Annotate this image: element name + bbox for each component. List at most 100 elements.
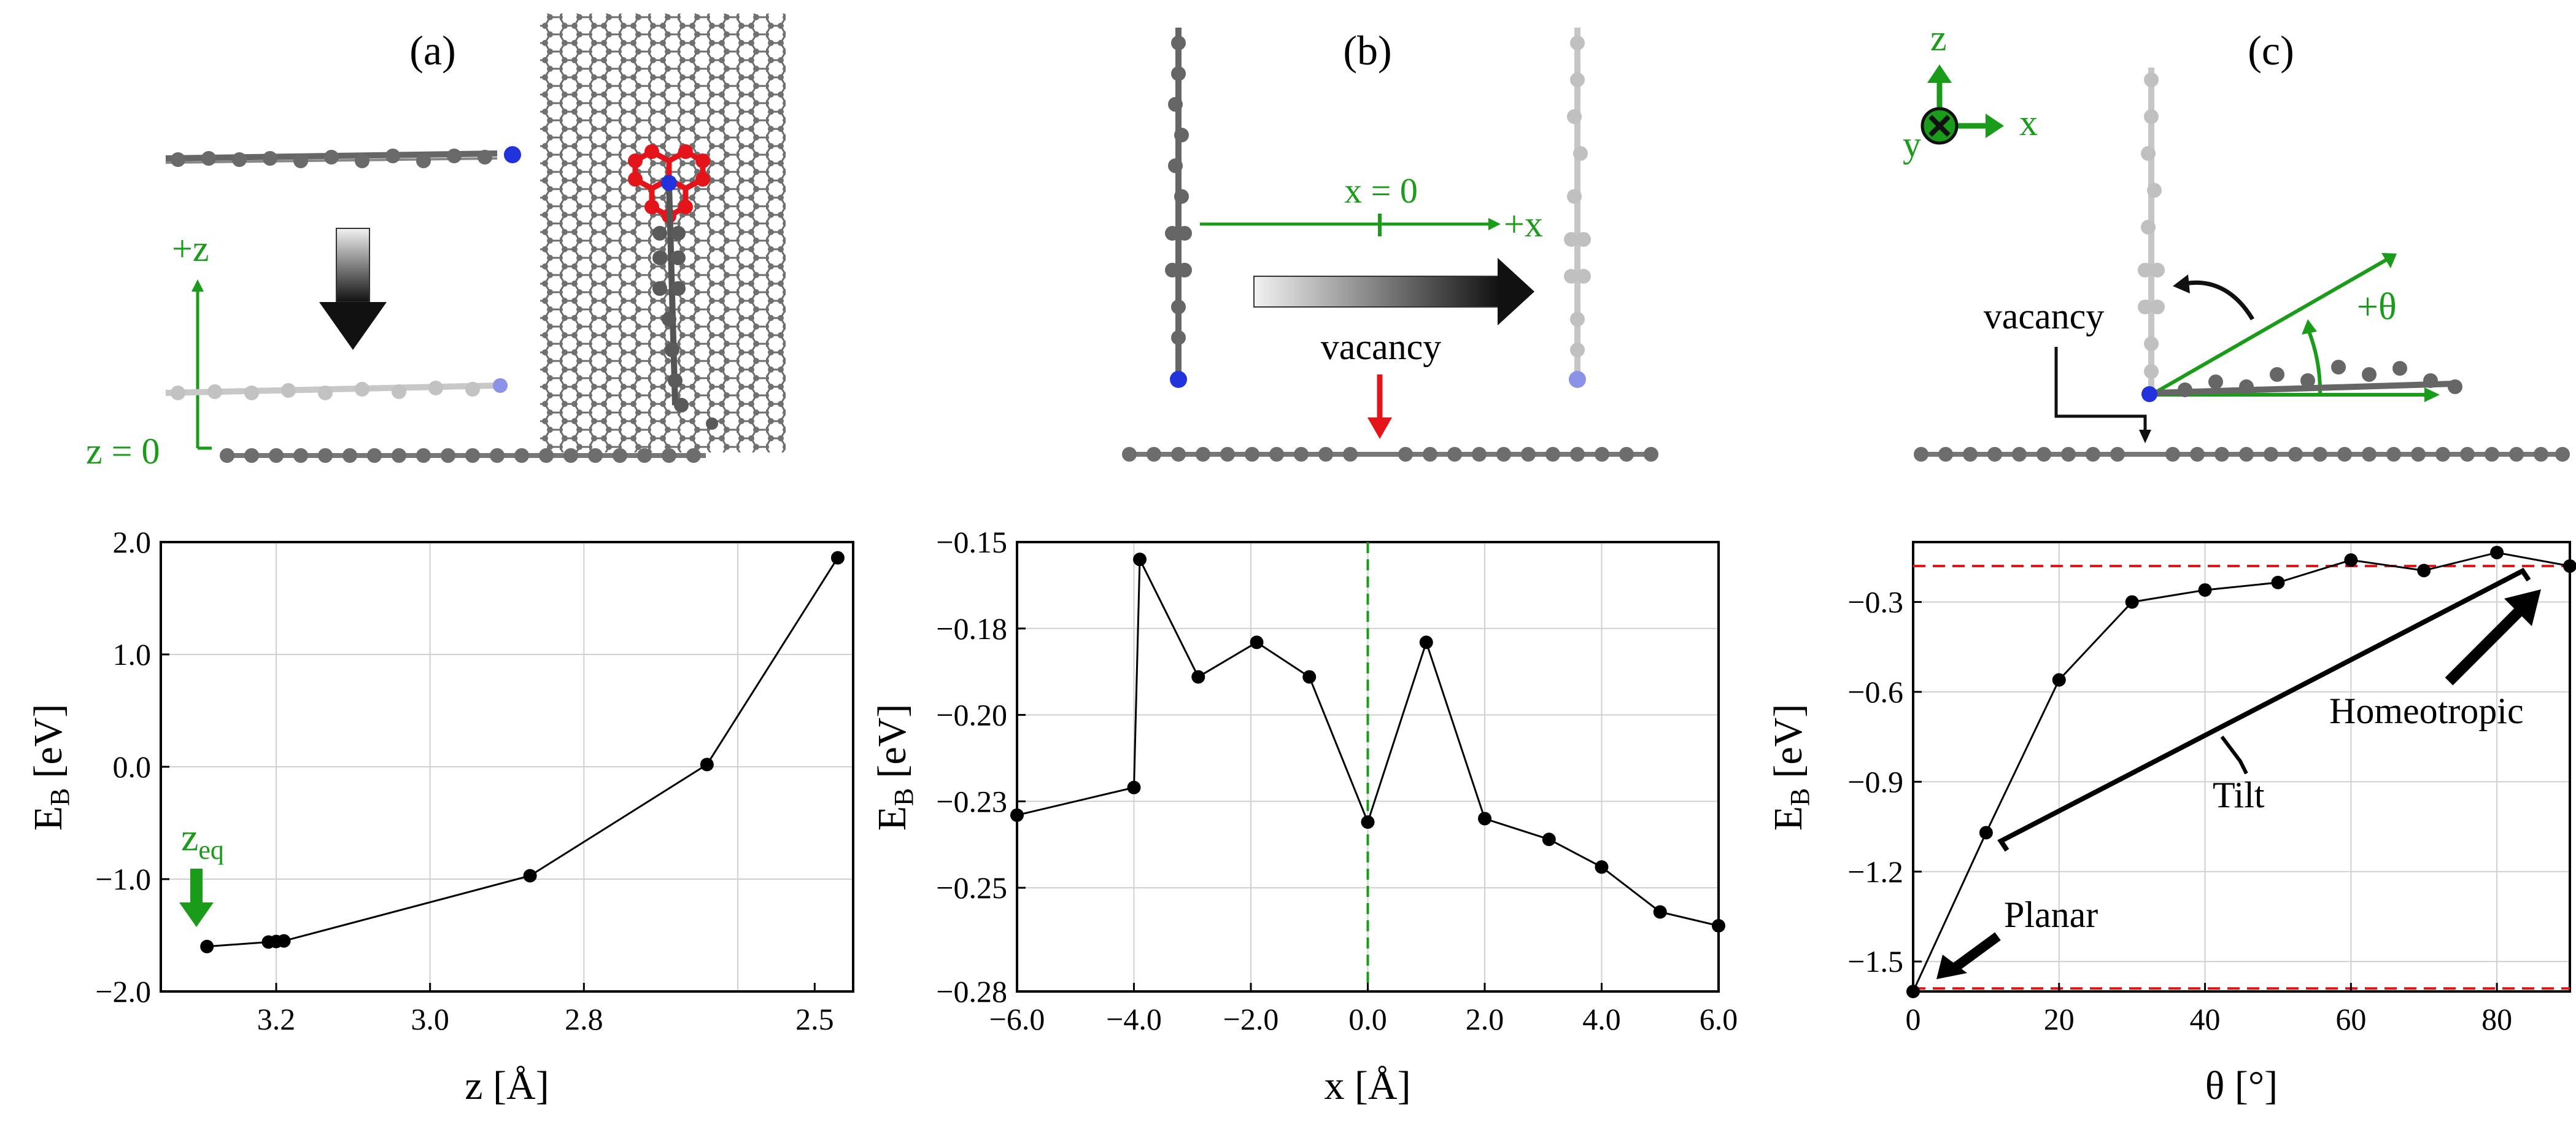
y-tick-label-c-3: −1.2 <box>1847 855 1903 889</box>
graphene-sheet-a <box>540 14 786 452</box>
y-ticks-a: 2.0 1.0 0.0 −1.0 −2.0 <box>95 525 169 1009</box>
triad-label-z: z <box>1930 18 1947 58</box>
y-tick-label-c-4: −1.5 <box>1847 944 1903 979</box>
molecule-lower-a <box>165 378 508 400</box>
y-tick-label-b-3: −0.23 <box>936 784 1007 818</box>
molecule-top-a <box>165 146 521 168</box>
panel-label-a: (a) <box>409 27 455 74</box>
x-axis-b: x = 0 +x <box>1200 171 1543 244</box>
x-tick-label-b-3: 0.0 <box>1348 1002 1387 1036</box>
y-axis-title-main-b: E <box>870 806 915 831</box>
vacancy-pointer-c <box>2054 347 2151 443</box>
x-tick-label-b-1: −4.0 <box>1106 1002 1162 1036</box>
x-tick-label-a-0: 3.2 <box>257 1002 296 1036</box>
y-axis-title-c: EB [eV] <box>1766 704 1815 831</box>
origin-label-z0: z = 0 <box>86 431 160 471</box>
x-tick-label-c-4: 80 <box>2481 1002 2512 1036</box>
y-tick-label-b-0: −0.15 <box>936 525 1007 559</box>
vacancy-label-b: vacancy <box>1321 327 1442 367</box>
data-points-b <box>1010 553 1725 933</box>
molecule-on-sheet-a <box>652 175 718 430</box>
x-ticks-c: 0 20 40 60 80 <box>1906 983 2512 1036</box>
y-tick-label-b-5: −0.28 <box>936 974 1007 1009</box>
data-point-a-0 <box>200 939 214 953</box>
x-tick-label-c-0: 0 <box>1906 1002 1921 1036</box>
data-point-b-4 <box>1250 635 1264 650</box>
molecule-left-b <box>1165 28 1192 388</box>
molecule-tilted-c <box>2141 360 2462 402</box>
y-tick-label-c-0: −0.3 <box>1847 585 1903 619</box>
y-tick-label-a-2: 0.0 <box>113 750 152 784</box>
x-axis-title-a: z [Å] <box>465 1063 549 1108</box>
y-axis-title-main-c: E <box>1766 806 1811 831</box>
x-axis-title-b: x [Å] <box>1324 1063 1410 1108</box>
x-ticks-a: 3.2 3.0 2.8 2.5 <box>257 983 834 1036</box>
homeotropic-annotation: Homeotropic <box>2329 589 2541 731</box>
series-line-c <box>1912 551 2570 992</box>
theta-label-c: +θ <box>2357 286 2397 328</box>
axis-label-plus-z: +z <box>172 228 209 269</box>
x-tick-label-a-2: 2.8 <box>565 1002 603 1036</box>
y-tick-label-c-2: −0.9 <box>1847 764 1903 799</box>
right-arrow-b <box>1253 258 1534 325</box>
data-point-c-2 <box>2052 673 2066 687</box>
zeq-label-main: z <box>181 815 198 859</box>
panel-label-b: (b) <box>1343 27 1391 74</box>
planar-label: Planar <box>2004 894 2098 935</box>
data-point-a-6 <box>830 551 845 565</box>
y-ticks-c: −0.3 −0.6 −0.9 −1.2 −1.5 <box>1847 585 1922 979</box>
y-tick-label-a-4: −2.0 <box>95 974 151 1009</box>
x-tick-label-b-2: −2.0 <box>1223 1002 1279 1036</box>
reference-lines-c <box>1913 565 2570 990</box>
y-tick-label-a-1: 1.0 <box>113 637 152 672</box>
x-tick-label-b-0: −6.0 <box>989 1002 1045 1036</box>
x-tick-label-a-1: 3.0 <box>411 1002 449 1036</box>
homeotropic-label: Homeotropic <box>2329 691 2524 731</box>
data-point-a-4 <box>523 869 537 883</box>
schematic-b: (b) x = 0 +x vacancy <box>1122 27 1658 462</box>
y-axis-title-unit-b: [eV] <box>870 704 915 778</box>
data-point-c-4 <box>2198 583 2212 597</box>
data-point-a-5 <box>700 758 714 772</box>
y-tick-label-b-1: −0.18 <box>936 611 1007 646</box>
x-ticks-b: −6.0 −4.0 −2.0 0.0 2.0 4.0 6.0 <box>989 983 1738 1036</box>
data-point-b-2 <box>1133 553 1147 567</box>
data-point-a-3 <box>277 934 291 948</box>
data-point-c-9 <box>2563 559 2576 573</box>
x-tick-label-b-4: 2.0 <box>1466 1002 1504 1036</box>
zeq-label: zeq <box>181 815 224 865</box>
y-tick-label-a-3: −1.0 <box>95 862 151 896</box>
series-line-a <box>207 557 839 948</box>
data-point-b-12 <box>1712 919 1725 933</box>
data-point-c-7 <box>2417 564 2431 578</box>
data-point-c-6 <box>2344 553 2358 567</box>
data-point-b-1 <box>1127 780 1141 794</box>
data-point-c-3 <box>2125 595 2139 609</box>
data-point-b-0 <box>1010 808 1024 822</box>
y-tick-label-b-4: −0.25 <box>936 871 1007 905</box>
y-axis-title-unit-c: [eV] <box>1766 704 1811 778</box>
axis-label-plus-x: +x <box>1504 204 1543 244</box>
y-axis-title-sub-c: B <box>1785 788 1815 806</box>
data-point-b-11 <box>1653 905 1667 919</box>
plot-frame-c <box>1912 541 2571 993</box>
panel-label-c: (c) <box>2248 27 2294 74</box>
planar-annotation: Planar <box>1936 894 2098 979</box>
z-axis-a: +z z = 0 <box>86 228 212 471</box>
y-tick-label-b-2: −0.20 <box>936 698 1007 732</box>
data-point-b-5 <box>1302 670 1317 684</box>
tilt-label: Tilt <box>2213 775 2265 815</box>
chart-c: 0 20 40 60 80 −0.3 −0.6 −0.9 −1.2 −1.5 θ [°] EB [… <box>1766 541 2576 1108</box>
grid-a <box>161 542 853 991</box>
grid-c <box>1913 542 2570 991</box>
y-axis-title-a: EB [eV] <box>26 704 75 831</box>
tilt-annotation: Tilt <box>1997 567 2531 852</box>
vacancy-arrow-b <box>1367 374 1392 439</box>
data-point-c-5 <box>2271 575 2285 589</box>
y-axis-title-sub-a: B <box>45 788 75 806</box>
graphene-edge-a <box>220 448 706 463</box>
schematic-c: (c) z x y +θ <box>1903 18 2570 462</box>
schematic-a: (a) +z z = 0 <box>86 14 786 471</box>
coord-triad-c: z x y <box>1903 18 2038 165</box>
